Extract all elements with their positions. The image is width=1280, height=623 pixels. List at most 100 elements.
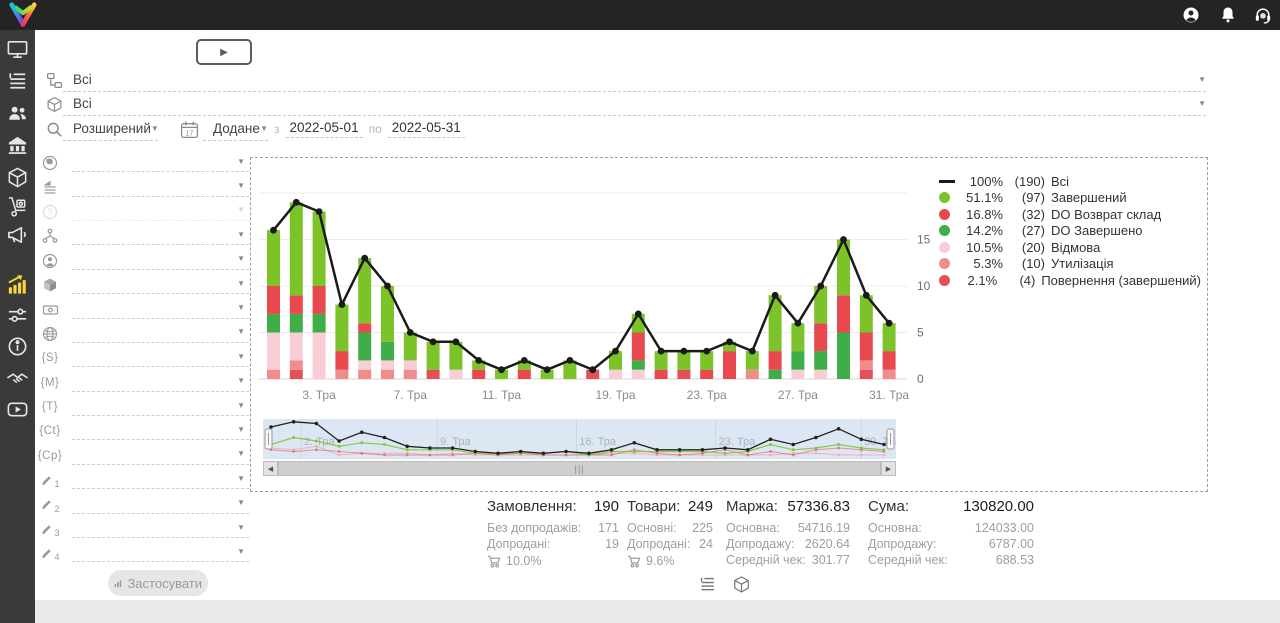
filter-select-tag-cp[interactable]: [72, 447, 250, 465]
megaphone-icon[interactable]: [6, 223, 29, 246]
filter-select-tag-ct[interactable]: [72, 422, 250, 441]
filter-row-cube: ▼: [40, 273, 250, 297]
cart-icon: [487, 555, 501, 568]
products-package-icon[interactable]: [732, 575, 751, 594]
user-icon[interactable]: [1181, 5, 1201, 25]
legend-count: (190): [1014, 173, 1045, 189]
filter-select-globe-wire[interactable]: [72, 325, 250, 343]
legend-item[interactable]: 5.3% (10) Утилізація: [939, 256, 1201, 273]
bell-icon[interactable]: [1218, 5, 1238, 25]
custom-2-icon: 2: [40, 496, 60, 514]
filter-select-tag-t[interactable]: [72, 398, 250, 417]
stat-column: Маржа: 57336.83 Основна: 54716.19 Допродажу:…: [726, 498, 850, 569]
search-mode-select[interactable]: Розширений ▼: [63, 118, 159, 141]
info-icon[interactable]: [6, 335, 29, 358]
video-help-button[interactable]: ▶: [196, 39, 252, 65]
date-from-label: з: [274, 122, 280, 136]
mini-chart-icon: [114, 579, 122, 587]
stat-column: Сума: 130820.00 Основна: 124033.00 Допродажу…: [868, 498, 1034, 569]
filter-select-tag-s[interactable]: [72, 349, 250, 368]
orders-list-icon[interactable]: [698, 575, 717, 594]
stat-title: Маржа:: [726, 498, 778, 515]
headset-icon[interactable]: [1253, 5, 1273, 25]
orders-stacked-chart[interactable]: 0 5 10 15 3. Тра 7. Тра 11. Тра 19. Тра 23. Тра 2…: [259, 166, 949, 416]
topbar: [0, 0, 1280, 30]
apply-button[interactable]: Застосувати: [108, 570, 208, 596]
handshake-icon[interactable]: [6, 367, 29, 390]
filter-row-custom-4: 4 ▼: [40, 541, 250, 565]
filter-select-status-list[interactable]: [72, 179, 250, 197]
filter-select-custom-4[interactable]: [72, 544, 250, 563]
chevron-down-icon: ▼: [237, 473, 245, 483]
chevron-down-icon: ▼: [237, 522, 245, 532]
svg-text:19. Тра: 19. Тра: [595, 388, 635, 402]
filter-select-tag-m[interactable]: [72, 374, 250, 392]
stat-value: 190: [593, 498, 619, 515]
product-select[interactable]: Всі ▼: [63, 93, 1206, 116]
legend-label: Відмова: [1051, 239, 1101, 255]
scroll-left-button[interactable]: ◀: [263, 461, 278, 476]
svg-text:27. Тра: 27. Тра: [778, 388, 818, 402]
legend-item[interactable]: 16.8% (32) DO Возврат склад: [939, 206, 1201, 223]
legend-percent: 5.3%: [973, 256, 1003, 272]
filter-row-tag-t: {T} ▼: [40, 395, 250, 419]
stat-sub-value: 9.6%: [646, 554, 675, 568]
filter-select-globe[interactable]: [72, 154, 250, 173]
filter-select-person[interactable]: [72, 252, 250, 270]
tag-m-icon: {M}: [40, 376, 60, 389]
legend-item[interactable]: 2.1% (4) Повернення (завершений): [939, 272, 1201, 289]
stat-sub-value: 688.53: [995, 553, 1034, 567]
legend-percent: 14.2%: [966, 223, 1003, 239]
scroll-right-button[interactable]: ▶: [881, 461, 896, 476]
filter-select-help[interactable]: [72, 203, 250, 221]
filter-row-tag-m: {M} ▼: [40, 371, 250, 395]
chevron-down-icon: ▼: [150, 124, 159, 133]
people-icon[interactable]: [6, 102, 29, 125]
legend-item[interactable]: 10.5% (20) Відмова: [939, 239, 1201, 256]
legend-item[interactable]: 51.1% (97) Завершений: [939, 190, 1201, 207]
date-to-input[interactable]: 2022-05-31: [387, 120, 465, 138]
playlist-icon[interactable]: [6, 70, 29, 93]
chart-scrollbar[interactable]: ◀ ||| ▶: [263, 461, 896, 476]
apply-button-label: Застосувати: [127, 575, 202, 591]
bar-chart-icon[interactable]: [6, 273, 29, 296]
stat-sub-label: Допродані:: [487, 537, 551, 551]
custom-3-icon: 3: [40, 520, 60, 538]
calendar-icon: 17: [180, 121, 199, 138]
legend-label: Завершений: [1051, 190, 1127, 206]
svg-text:10: 10: [917, 279, 931, 293]
filter-select-hierarchy[interactable]: [72, 227, 250, 246]
scrollbar-thumb[interactable]: |||: [278, 461, 881, 476]
stat-title: Сума:: [868, 498, 909, 515]
chart-legend: 100% (190) Всі 51.1% (97) Завершений 16.8% (32)…: [939, 173, 1201, 289]
cube-icon: [40, 276, 60, 294]
package-icon[interactable]: [6, 166, 29, 189]
store-icon[interactable]: [6, 134, 29, 157]
date-field-select[interactable]: Додане ▼: [203, 118, 268, 141]
svg-text:9. Тра: 9. Тра: [440, 436, 471, 448]
stat-value: 130820.00: [963, 498, 1034, 515]
filter-select-custom-2[interactable]: [72, 496, 250, 514]
category-select[interactable]: Всі ▼: [63, 69, 1206, 92]
tree-icon: [46, 72, 63, 88]
legend-item[interactable]: 100% (190) Всі: [939, 173, 1201, 190]
stat-column: Товари: 249 Основні: 225 Допродані: 24 9.6%: [627, 498, 713, 569]
legend-item[interactable]: 14.2% (27) DO Завершено: [939, 223, 1201, 240]
custom-1-icon: 1: [40, 471, 60, 489]
app-logo[interactable]: [6, 1, 40, 29]
filter-row-help: ? ▼: [40, 200, 250, 224]
sliders-icon[interactable]: [6, 304, 29, 327]
video-icon[interactable]: [6, 398, 29, 421]
stat-sub-value: 225: [692, 521, 713, 535]
search-filter-row: Розширений ▼ 17 Додане ▼ з 2022-05-01 по…: [46, 117, 1206, 141]
date-from-input[interactable]: 2022-05-01: [285, 120, 363, 138]
filter-select-banknote[interactable]: [72, 301, 250, 319]
monitor-icon[interactable]: [6, 38, 29, 61]
chevron-down-icon: ▼: [237, 351, 245, 361]
filter-select-custom-3[interactable]: [72, 520, 250, 539]
filter-select-custom-1[interactable]: [72, 471, 250, 490]
dolly-icon[interactable]: [6, 195, 29, 218]
filter-select-cube[interactable]: [72, 276, 250, 295]
svg-text:0: 0: [917, 372, 924, 386]
